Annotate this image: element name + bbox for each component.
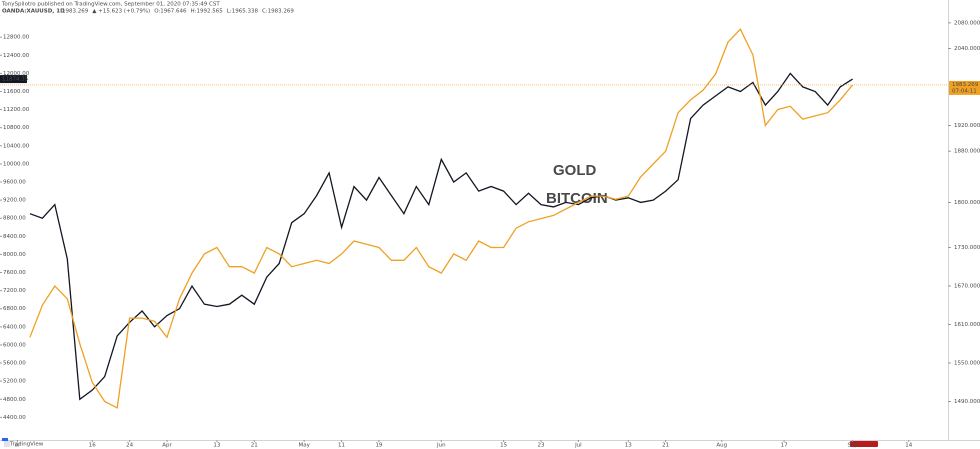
price-label: 11874.35 — [2, 77, 29, 83]
y2-tick-label: 1880.000 — [954, 149, 980, 155]
y2-tick-label: 1920.000 — [954, 123, 980, 129]
y-tick-label: 10400.00 — [3, 143, 30, 149]
series-line — [29, 72, 853, 401]
y-tick-label: 5600.00 — [3, 361, 26, 367]
gold-annotation: GOLD — [553, 162, 596, 179]
y-tick-label: 9200.00 — [3, 198, 26, 204]
y-tick-label: 8800.00 — [3, 216, 26, 222]
x-tick-label: 11 — [338, 443, 345, 449]
y-tick-label: 9600.00 — [3, 180, 26, 186]
price-label-box — [949, 80, 980, 95]
y-tick-label: 6800.00 — [3, 306, 26, 312]
x-tick-label: 19 — [375, 443, 382, 449]
x-tick-label: 24 — [126, 443, 133, 449]
x-tick-label: 23 — [538, 443, 545, 449]
x-tick-label: 14 — [905, 443, 912, 449]
y-tick-label: 7200.00 — [3, 288, 26, 294]
y-tick-label: 4400.00 — [3, 415, 26, 421]
x-tick-label: 13 — [213, 443, 220, 449]
x-tick-label: 21 — [662, 443, 669, 449]
y-tick-label: 8000.00 — [3, 252, 26, 258]
bitcoin-annotation: BITCOIN — [546, 190, 608, 207]
y2-tick-label: 1610.000 — [954, 322, 980, 328]
y-tick-label: 12400.00 — [3, 53, 30, 59]
y2-tick-label: 2080.000 — [954, 20, 980, 26]
y2-tick-label: 1800.000 — [954, 200, 980, 206]
timezone-icon — [4, 441, 10, 447]
y2-tick-label: 1490.000 — [954, 399, 980, 405]
brand: TradingView — [9, 442, 44, 448]
x-tick-label: May — [298, 443, 310, 449]
y-tick-label: 6400.00 — [3, 324, 26, 330]
symbol: OANDA:XAUUSD, 1D — [2, 9, 65, 15]
y-tick-label: 12800.00 — [3, 35, 30, 41]
y2-tick-label: 1730.000 — [954, 245, 980, 251]
quote-item: 1983.269 — [62, 9, 89, 15]
y-tick-label: 8400.00 — [3, 234, 26, 240]
quote-item: L:1965.338 — [227, 9, 259, 15]
x-tick-label: Jul — [574, 443, 582, 449]
x-tick-label: 17 — [781, 443, 788, 449]
y-tick-label: 5200.00 — [3, 379, 26, 385]
quote: 1983.269 ▲ +15.623 (+0.79%) O:1967.646 H:19… — [62, 9, 294, 15]
chart-title: TonySpilotro published on TradingView.co… — [1, 2, 220, 8]
y-tick-label: 11600.00 — [3, 89, 30, 95]
quote-item: O:1967.646 — [154, 9, 187, 15]
x-tick-label: Jun — [436, 443, 446, 449]
x-tick-label: 15 — [500, 443, 507, 449]
quote-item: ▲ +15.623 (+0.79%) — [92, 9, 150, 15]
countdown: 07:04:11 — [952, 88, 977, 94]
event-flag — [850, 441, 878, 447]
price-label: 1983.269 — [952, 82, 979, 88]
price-label-box — [0, 75, 27, 84]
y-tick-label: 4800.00 — [3, 397, 26, 403]
y-tick-label: 7600.00 — [3, 270, 26, 276]
quote-item: H:1992.565 — [191, 9, 224, 15]
y-tick-label: 10800.00 — [3, 125, 30, 131]
y-tick-label: 6000.00 — [3, 342, 26, 348]
y2-tick-label: 1550.000 — [954, 360, 980, 366]
quote-item: C:1983.269 — [262, 9, 294, 15]
x-tick-label: Aug — [716, 443, 727, 449]
x-tick-label: 16 — [89, 443, 96, 449]
series-line — [29, 28, 854, 409]
y-tick-label: 10000.00 — [3, 161, 30, 167]
brand-logo — [2, 438, 8, 441]
y-tick-label: 11200.00 — [3, 107, 30, 113]
y2-tick-label: 1670.000 — [954, 283, 980, 289]
y2-tick-label: 2040.000 — [954, 46, 980, 52]
x-tick-label: 21 — [251, 443, 258, 449]
x-tick-label: Sep — [847, 443, 858, 449]
y-tick-label: 12000.00 — [3, 71, 30, 77]
x-tick-label: ar — [15, 443, 21, 449]
x-tick-label: Apr — [162, 443, 172, 449]
x-tick-label: 13 — [625, 443, 632, 449]
